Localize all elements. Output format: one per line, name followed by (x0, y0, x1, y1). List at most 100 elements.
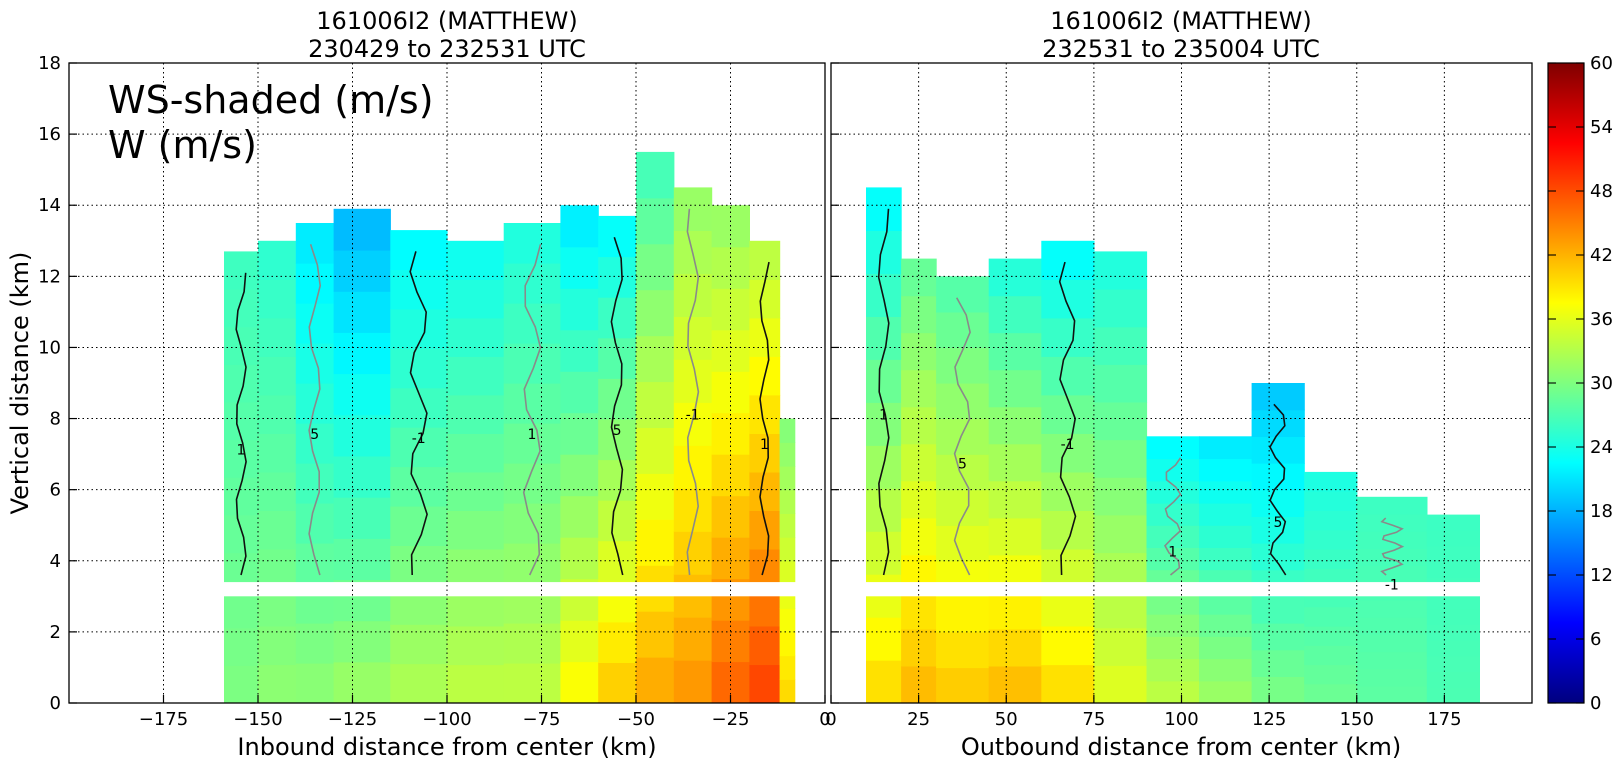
ws-cell (936, 631, 990, 669)
right-x-ticks: 0 25 50 75 100 125 150 175 (825, 695, 1462, 730)
left-title: 161006I2 (MATTHEW) (316, 7, 577, 35)
y-tick-label: 6 (50, 480, 61, 501)
ws-cell (901, 295, 937, 334)
ws-cell (901, 258, 937, 297)
ws-cell (1199, 480, 1253, 504)
ws-cell (224, 364, 259, 403)
colorbar-tick-label: 0 (1590, 693, 1601, 714)
ws-cell (295, 663, 335, 703)
colorbar-tick-label: 54 (1590, 117, 1613, 138)
ws-cell (1146, 458, 1200, 482)
ws-cell (1093, 590, 1148, 629)
colorbar-tick-label: 6 (1590, 629, 1601, 650)
ws-cell (503, 423, 561, 464)
ws-cell (390, 624, 448, 665)
ws-cell (598, 256, 637, 298)
ws-cell (1093, 514, 1148, 554)
ws-cell (258, 279, 297, 319)
ws-cell (1146, 503, 1200, 526)
ws-cell (1356, 514, 1428, 532)
ws-cell (560, 620, 599, 663)
ws-cell (1146, 591, 1200, 615)
w-contour-label: 1 (237, 443, 246, 459)
ws-cell (333, 208, 391, 251)
left-subtitle: 230429 to 232531 UTC (308, 35, 586, 63)
ws-cell (447, 279, 505, 319)
ws-cell (636, 611, 675, 658)
ws-cell (1199, 591, 1253, 615)
left-panel: 1 5 -1 1 5 -1 1 −175 −150 −125 −100 −75 −50 −25 0 0 2 4… (6, 7, 831, 761)
x-tick-label: 0 (825, 709, 836, 730)
ws-cell (936, 454, 990, 491)
right-grid (831, 62, 1532, 704)
ws-cell (636, 335, 675, 383)
ws-cell (333, 455, 391, 498)
ws-cell (560, 412, 599, 455)
ws-cell (988, 517, 1042, 556)
ws-cell (1041, 626, 1095, 666)
ws-cell (295, 343, 335, 384)
ws-cell (866, 273, 902, 317)
ws-cell (503, 303, 561, 344)
x-tick-label: 150 (1340, 709, 1374, 730)
ws-cell (390, 545, 448, 586)
ws-cell (1356, 565, 1428, 584)
ws-cell (866, 660, 902, 703)
ws-cell (598, 337, 637, 379)
ws-cell (711, 495, 750, 538)
ws-cell (936, 347, 990, 384)
ws-cell (988, 369, 1042, 408)
w-contour-line (877, 208, 890, 576)
ws-cell (749, 279, 781, 319)
ws-cell (560, 288, 599, 331)
annotation-ws-shaded: WS-shaded (m/s) (108, 78, 434, 122)
ws-cell (1251, 383, 1305, 411)
ws-cell (1304, 471, 1358, 492)
colorbar-tick-label: 60 (1590, 53, 1613, 74)
ws-cell (1304, 683, 1358, 703)
ws-cell (779, 631, 796, 657)
ws-cell (1041, 471, 1095, 511)
ws-cell (673, 488, 713, 532)
ws-cell (333, 661, 391, 703)
ws-cell (636, 381, 675, 428)
right-title: 161006I2 (MATTHEW) (1050, 7, 1311, 35)
w-contour-label: 5 (958, 456, 967, 472)
w-contour-line (235, 272, 247, 576)
ws-cell (1304, 510, 1358, 531)
ws-cell (1251, 516, 1305, 544)
x-tick-label: −75 (523, 709, 561, 730)
y-tick-label: 0 (50, 693, 61, 714)
ws-cell (988, 591, 1042, 630)
ws-cell (333, 497, 391, 539)
w-contour-label: -1 (412, 431, 426, 447)
ws-cell (988, 666, 1042, 703)
ws-cell (333, 538, 391, 581)
ws-cell (447, 548, 505, 588)
ws-cell (598, 500, 637, 542)
w-contour-line (522, 244, 542, 576)
w-contour-label: 1 (528, 427, 537, 443)
ws-cell (936, 489, 990, 526)
ws-cell (224, 627, 259, 666)
ws-cell (936, 525, 990, 562)
ws-cell (1304, 626, 1358, 646)
ws-cell (258, 548, 297, 588)
ws-cell (1251, 436, 1305, 464)
ws-cell (390, 230, 448, 271)
ws-cell (333, 291, 391, 333)
ws-cell (390, 427, 448, 468)
ws-cell (224, 514, 259, 554)
ws-cell (1041, 279, 1095, 319)
ws-cell (1251, 649, 1305, 677)
x-tick-label: −150 (233, 709, 282, 730)
ws-cell (1093, 289, 1148, 328)
ws-cell (447, 433, 505, 473)
ws-cell (711, 246, 750, 289)
ws-cell (1146, 436, 1200, 460)
ws-cell (749, 510, 781, 550)
w-contour-line (953, 297, 971, 576)
left-x-axis-label: Inbound distance from center (km) (237, 733, 656, 761)
ws-cell (224, 590, 259, 629)
ws-cell (295, 303, 335, 344)
